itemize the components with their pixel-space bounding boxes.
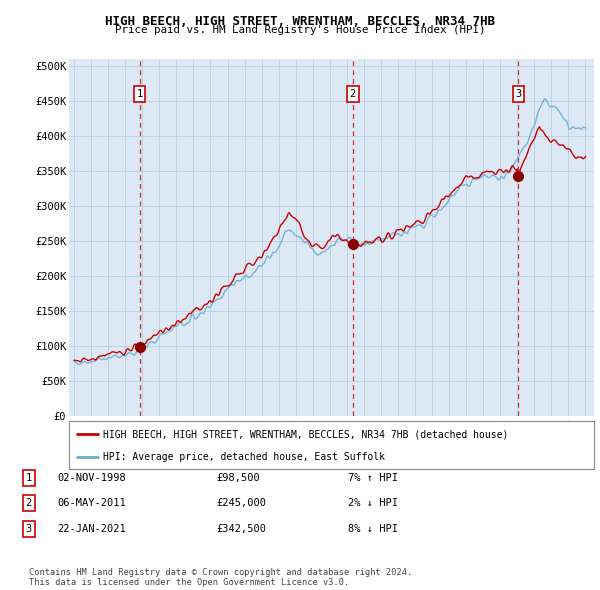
Text: 02-NOV-1998: 02-NOV-1998: [57, 473, 126, 483]
Text: Price paid vs. HM Land Registry's House Price Index (HPI): Price paid vs. HM Land Registry's House …: [115, 25, 485, 35]
Text: HPI: Average price, detached house, East Suffolk: HPI: Average price, detached house, East…: [103, 452, 385, 462]
Text: £342,500: £342,500: [216, 524, 266, 533]
Text: 06-MAY-2011: 06-MAY-2011: [57, 499, 126, 508]
Text: 1: 1: [26, 473, 32, 483]
Text: 2: 2: [26, 499, 32, 508]
Text: £98,500: £98,500: [216, 473, 260, 483]
Text: HIGH BEECH, HIGH STREET, WRENTHAM, BECCLES, NR34 7HB (detached house): HIGH BEECH, HIGH STREET, WRENTHAM, BECCL…: [103, 429, 509, 439]
Text: 3: 3: [26, 524, 32, 533]
Text: £245,000: £245,000: [216, 499, 266, 508]
Text: 2% ↓ HPI: 2% ↓ HPI: [348, 499, 398, 508]
Text: HIGH BEECH, HIGH STREET, WRENTHAM, BECCLES, NR34 7HB: HIGH BEECH, HIGH STREET, WRENTHAM, BECCL…: [105, 15, 495, 28]
Text: 1: 1: [136, 89, 143, 99]
Text: 3: 3: [515, 89, 521, 99]
Text: 22-JAN-2021: 22-JAN-2021: [57, 524, 126, 533]
Text: 8% ↓ HPI: 8% ↓ HPI: [348, 524, 398, 533]
Text: 2: 2: [350, 89, 356, 99]
Text: Contains HM Land Registry data © Crown copyright and database right 2024.
This d: Contains HM Land Registry data © Crown c…: [29, 568, 412, 587]
Text: 7% ↑ HPI: 7% ↑ HPI: [348, 473, 398, 483]
